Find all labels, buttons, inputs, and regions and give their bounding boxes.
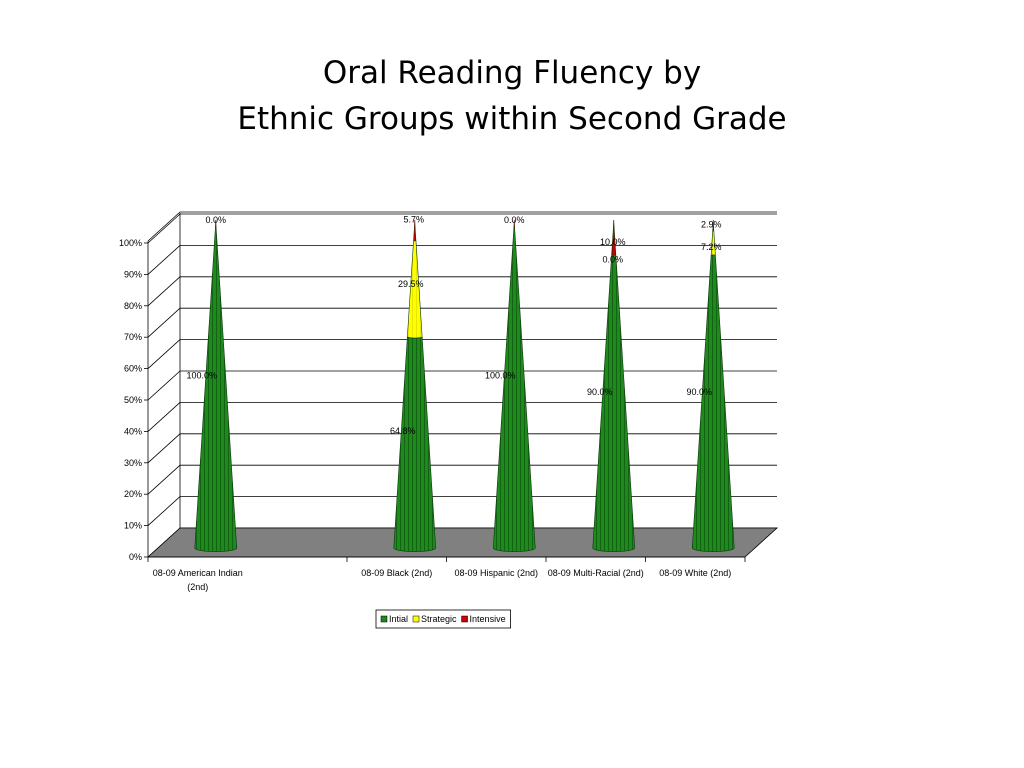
chart-title: Oral Reading Fluency by Ethnic Groups wi… <box>0 50 1024 142</box>
y-tick-label: 70% <box>124 332 142 342</box>
y-tick-label: 60% <box>124 364 142 374</box>
data-label: 29.5% <box>398 279 424 289</box>
data-label: 90.0% <box>686 387 712 397</box>
chart-floor <box>146 527 779 558</box>
chart-cones <box>194 220 735 552</box>
data-label: 7.2% <box>701 242 722 252</box>
data-label: 2.9% <box>701 220 722 230</box>
data-label: 0.0% <box>205 215 226 225</box>
gridline-diagonal <box>147 464 181 495</box>
data-label: 10.0% <box>600 237 626 247</box>
legend-box <box>375 609 511 629</box>
cone-segment-strategic <box>407 240 423 339</box>
data-label: 90.0% <box>587 387 613 397</box>
x-category-label: 08-09 American Indian <box>153 568 243 578</box>
y-tick-label: 20% <box>124 489 142 499</box>
gridline-diagonal <box>147 433 181 464</box>
chart-axes: 0% 10% 20% 30% 40% 50% 60% 70% 80% 90% 100% 08-09 A… <box>119 238 746 592</box>
data-label: 5.7% <box>403 215 424 225</box>
gridline-diagonal <box>147 276 181 307</box>
y-tick-label: 80% <box>124 301 142 311</box>
cone-segment-intial <box>393 336 437 552</box>
data-label: 100.0% <box>186 370 217 380</box>
data-label: 64.8% <box>390 426 416 436</box>
cone-2 <box>393 220 437 552</box>
gridline-diagonal <box>147 339 181 369</box>
y-tick-label: 0% <box>129 552 142 562</box>
gridline-diagonal <box>147 213 181 244</box>
x-category-label: 08-09 White (2nd) <box>659 568 731 578</box>
y-tick-label: 50% <box>124 395 142 405</box>
x-category-label: 08-09 Hispanic (2nd) <box>454 568 538 578</box>
data-label: 0.0% <box>602 255 623 265</box>
x-category-label: 08-09 Black (2nd) <box>361 568 432 578</box>
chart-legend: Intial Strategic Intensive <box>375 609 511 629</box>
cone-segment-intensive <box>413 221 417 242</box>
gridline-diagonal <box>147 370 181 401</box>
cone-segment-intensive <box>611 221 617 256</box>
chart-title-line2: Ethnic Groups within Second Grade <box>237 101 787 137</box>
x-category-label-line2: (2nd) <box>187 582 208 592</box>
chart-title-line1: Oral Reading Fluency by <box>322 55 702 91</box>
cone-3 <box>492 220 536 552</box>
y-tick-label: 40% <box>124 426 142 436</box>
cone-segment-intial <box>592 254 636 552</box>
gridline-diagonal <box>147 496 181 526</box>
cone-0 <box>194 220 238 552</box>
cone-segment-intial <box>691 254 735 552</box>
y-tick-label: 100% <box>119 238 142 248</box>
floor-surface <box>146 527 779 558</box>
chart-data-labels: 100.0% 0.0% 64.8% 29.5% 5.7% 100.0% 0.0% 90.0% 0… <box>186 215 721 436</box>
cone-segment-intial <box>194 221 238 552</box>
legend-swatch-intial <box>380 615 388 623</box>
cone-5 <box>691 220 735 552</box>
legend-label-strategic: Strategic <box>421 614 457 624</box>
gridline-diagonal <box>147 245 181 275</box>
legend-label-intial: Intial <box>389 614 408 624</box>
cone-4 <box>592 220 636 552</box>
y-tick-label: 10% <box>124 521 142 531</box>
cone-segment-intial <box>492 221 536 552</box>
legend-swatch-strategic <box>412 615 420 623</box>
data-label: 0.0% <box>504 215 525 225</box>
legend-swatch-intensive <box>461 615 468 623</box>
spacer <box>148 183 180 212</box>
y-tick-label: 90% <box>124 269 142 279</box>
legend-label-intensive: Intensive <box>470 614 506 624</box>
y-tick-label: 30% <box>124 458 142 468</box>
data-label: 100.0% <box>485 370 516 380</box>
side-wall-top <box>147 211 181 242</box>
gridline-diagonal <box>147 402 181 432</box>
gridline-diagonal <box>147 307 181 338</box>
x-category-label: 08-09 Multi-Racial (2nd) <box>548 568 644 578</box>
chart-walls <box>147 183 777 558</box>
